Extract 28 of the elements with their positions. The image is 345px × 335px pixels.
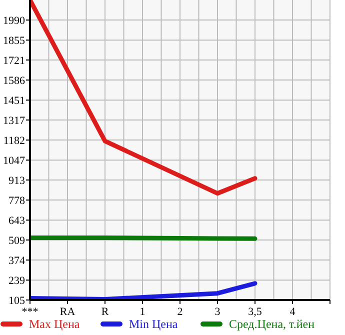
x-tick-label: 3,5 bbox=[248, 306, 262, 318]
y-tick-label: 1586 bbox=[3, 74, 26, 87]
line-series bbox=[30, 281, 258, 300]
legend-label: Max Цена bbox=[29, 317, 80, 331]
y-tick-label: 643 bbox=[8, 214, 26, 227]
y-tick-label: 1721 bbox=[3, 54, 25, 67]
y-tick-label: 1451 bbox=[3, 94, 25, 107]
y-tick-label: 1317 bbox=[3, 114, 26, 127]
y-tick-label: 778 bbox=[8, 194, 26, 207]
legend-label: Сред.Цена, т.йен bbox=[229, 317, 316, 331]
y-tick-label: 105 bbox=[8, 294, 26, 307]
x-tick-label: RA bbox=[60, 306, 76, 318]
legend-label: Min Цена bbox=[129, 317, 178, 331]
line-series bbox=[30, 0, 258, 196]
x-tick-label: 1 bbox=[140, 306, 146, 318]
y-tick-label: 1182 bbox=[3, 134, 25, 147]
y-tick-label: 1855 bbox=[3, 34, 26, 47]
y-tick-label: 374 bbox=[8, 254, 26, 267]
y-tick-label: 509 bbox=[8, 234, 26, 247]
y-tick-label: 239 bbox=[8, 274, 26, 287]
x-tick-label: 3 bbox=[214, 306, 221, 318]
x-tick-label: 4 bbox=[290, 306, 296, 318]
y-tick-label: 1047 bbox=[3, 154, 26, 167]
x-tick-label: R bbox=[101, 306, 110, 318]
y-tick-label: 913 bbox=[8, 174, 26, 187]
x-tick-label: *** bbox=[22, 306, 38, 318]
y-tick-label: 1990 bbox=[3, 14, 26, 27]
x-tick-label: 2 bbox=[177, 306, 183, 318]
